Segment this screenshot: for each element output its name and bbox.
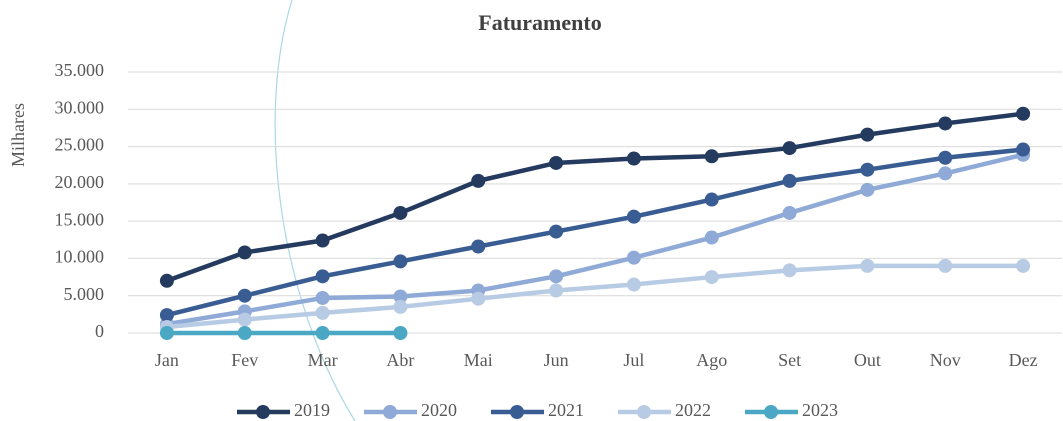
x-tick-label: Out (854, 350, 881, 370)
data-point (315, 233, 330, 248)
legend-label: 2023 (802, 400, 838, 420)
data-point (237, 245, 252, 260)
y-tick-label: 0 (95, 321, 104, 341)
legend-marker (383, 405, 397, 419)
legend-marker (637, 405, 651, 419)
data-point (549, 269, 564, 284)
data-point (860, 127, 875, 142)
data-point (626, 250, 641, 265)
data-point (393, 299, 408, 314)
data-point (159, 326, 174, 340)
data-point (782, 173, 797, 188)
x-tick-label: Jul (623, 350, 644, 370)
data-point (471, 291, 486, 306)
data-point (938, 258, 953, 273)
legend-label: 2022 (675, 400, 711, 420)
legend-label: 2019 (294, 400, 330, 420)
data-point (393, 205, 408, 220)
legend-marker (256, 405, 270, 419)
x-tick-label: Jan (155, 350, 179, 370)
data-point (860, 258, 875, 273)
y-tick-label: 30.000 (55, 97, 105, 117)
data-point (938, 166, 953, 181)
y-tick-label: 10.000 (55, 247, 105, 267)
x-tick-label: Ago (696, 350, 727, 370)
data-point (782, 263, 797, 278)
data-point (471, 239, 486, 254)
y-axis-label: Milhares (8, 103, 28, 167)
data-point (860, 162, 875, 177)
legend-marker (510, 405, 524, 419)
legend-label: 2021 (548, 400, 584, 420)
data-point (626, 151, 641, 166)
y-tick-label: 35.000 (55, 60, 105, 80)
x-tick-label: Mai (464, 350, 493, 370)
y-tick-label: 15.000 (55, 209, 105, 229)
data-point (315, 269, 330, 284)
x-tick-label: Jun (544, 350, 569, 370)
x-tick-label: Set (778, 350, 801, 370)
data-point (626, 277, 641, 292)
data-point (626, 209, 641, 224)
data-point (1016, 106, 1031, 121)
y-tick-label: 5.000 (64, 284, 105, 304)
data-point (549, 283, 564, 298)
data-point (237, 326, 252, 340)
x-tick-label: Fev (231, 350, 258, 370)
data-point (393, 289, 408, 304)
data-point (782, 205, 797, 220)
x-tick-label: Mar (308, 350, 338, 370)
series-line (166, 263, 1024, 330)
data-point (704, 192, 719, 207)
data-point (1016, 258, 1031, 273)
series-line (166, 152, 1024, 327)
data-point (938, 116, 953, 131)
x-tick-label: Dez (1009, 350, 1038, 370)
data-point (860, 182, 875, 197)
y-tick-label: 25.000 (55, 135, 105, 155)
data-point (549, 155, 564, 170)
series-line (166, 111, 1024, 283)
decorative-arc (274, 0, 356, 421)
data-point (237, 312, 252, 327)
x-tick-label: Abr (386, 350, 414, 370)
series-line (166, 147, 1024, 318)
data-point (782, 141, 797, 156)
x-tick-label: Nov (930, 350, 961, 370)
data-point (237, 288, 252, 303)
data-point (1016, 142, 1031, 157)
data-point (393, 254, 408, 269)
data-point (704, 149, 719, 164)
data-point (159, 273, 174, 288)
data-point (704, 230, 719, 245)
data-point (159, 308, 174, 323)
legend-label: 2020 (421, 400, 457, 420)
data-point (938, 150, 953, 165)
data-point (315, 290, 330, 305)
data-point (704, 270, 719, 285)
y-tick-label: 20.000 (55, 172, 105, 192)
data-point (471, 173, 486, 188)
chart-title: Faturamento (478, 10, 601, 35)
legend-marker (764, 405, 778, 419)
data-point (315, 305, 330, 320)
data-point (549, 224, 564, 239)
data-point (315, 326, 330, 340)
data-point (393, 326, 408, 340)
